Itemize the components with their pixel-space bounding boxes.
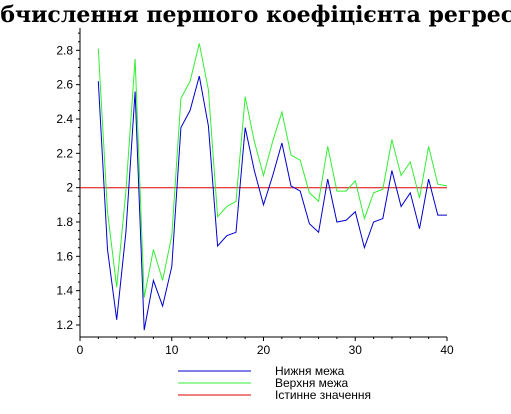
- y-tick-label: 2.6: [56, 78, 73, 92]
- axes: 1.2 1.4 1.6 1.8 2 2.2 2.4 2.6 2.8 0 10 20 30 40: [56, 28, 454, 357]
- x-tick-label: 10: [165, 343, 179, 357]
- x-tick-label: 0: [77, 343, 84, 357]
- legend-label: Істинне значення: [275, 388, 371, 402]
- x-tick-label: 40: [440, 343, 454, 357]
- legend-label: Верхня межа: [275, 376, 348, 390]
- y-tick-label: 1.2: [56, 318, 73, 332]
- x-tick-label: 20: [257, 343, 271, 357]
- series-line-0: [97, 75, 447, 331]
- y-tick-label: 1.6: [56, 249, 73, 263]
- y-tick-label: 2: [66, 181, 73, 195]
- y-tick-label: 1.4: [56, 284, 73, 298]
- y-tick-label: 1.8: [56, 215, 73, 229]
- y-tick-label: 2.4: [56, 112, 73, 126]
- x-tick-label: 30: [349, 343, 363, 357]
- legend-label: Нижня межа: [275, 364, 345, 378]
- chart-title: Обчислення першого коефіцієнта регресії: [0, 2, 511, 28]
- series-lines: [80, 43, 448, 331]
- y-tick-label: 2.2: [56, 146, 73, 160]
- y-tick-label: 2.8: [56, 43, 73, 57]
- series-line-1: [97, 43, 448, 298]
